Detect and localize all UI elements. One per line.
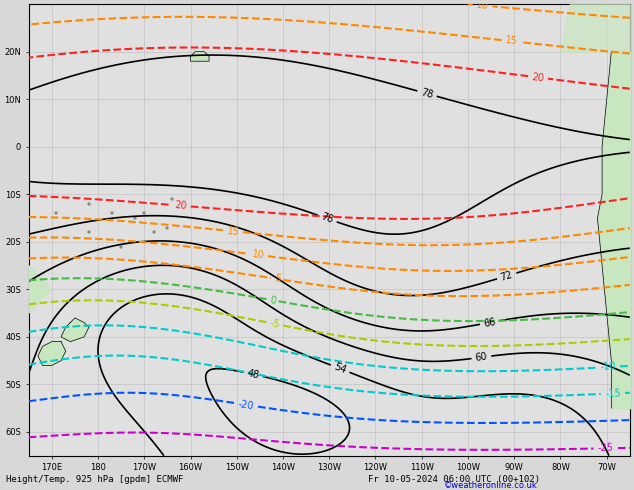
Text: -20: -20 xyxy=(237,398,255,411)
Text: 78: 78 xyxy=(320,212,335,225)
Text: 5: 5 xyxy=(273,273,281,284)
Text: 66: 66 xyxy=(483,317,496,329)
Text: 72: 72 xyxy=(499,270,514,283)
Text: 78: 78 xyxy=(420,87,434,100)
Text: Height/Temp. 925 hPa [gpdm] ECMWF: Height/Temp. 925 hPa [gpdm] ECMWF xyxy=(6,475,184,484)
Polygon shape xyxy=(29,266,52,313)
Text: -15: -15 xyxy=(605,388,621,399)
Text: 15: 15 xyxy=(226,225,240,237)
Text: -25: -25 xyxy=(598,443,614,453)
Text: 20: 20 xyxy=(531,72,545,83)
Text: 20: 20 xyxy=(174,200,188,211)
Text: 10: 10 xyxy=(476,0,489,11)
Text: -10: -10 xyxy=(600,362,616,372)
Text: ©weatheronline.co.uk: ©weatheronline.co.uk xyxy=(444,481,538,490)
Text: 0: 0 xyxy=(269,294,276,306)
Text: 60: 60 xyxy=(475,351,488,363)
Text: 10: 10 xyxy=(251,249,265,261)
Text: -5: -5 xyxy=(269,318,281,330)
Text: 48: 48 xyxy=(246,368,261,380)
Polygon shape xyxy=(38,342,66,366)
Polygon shape xyxy=(61,318,89,342)
Text: 15: 15 xyxy=(505,36,518,47)
Text: Fr 10-05-2024 06:00 UTC (00+102): Fr 10-05-2024 06:00 UTC (00+102) xyxy=(368,475,540,484)
Polygon shape xyxy=(191,52,209,61)
Text: 54: 54 xyxy=(332,362,347,376)
